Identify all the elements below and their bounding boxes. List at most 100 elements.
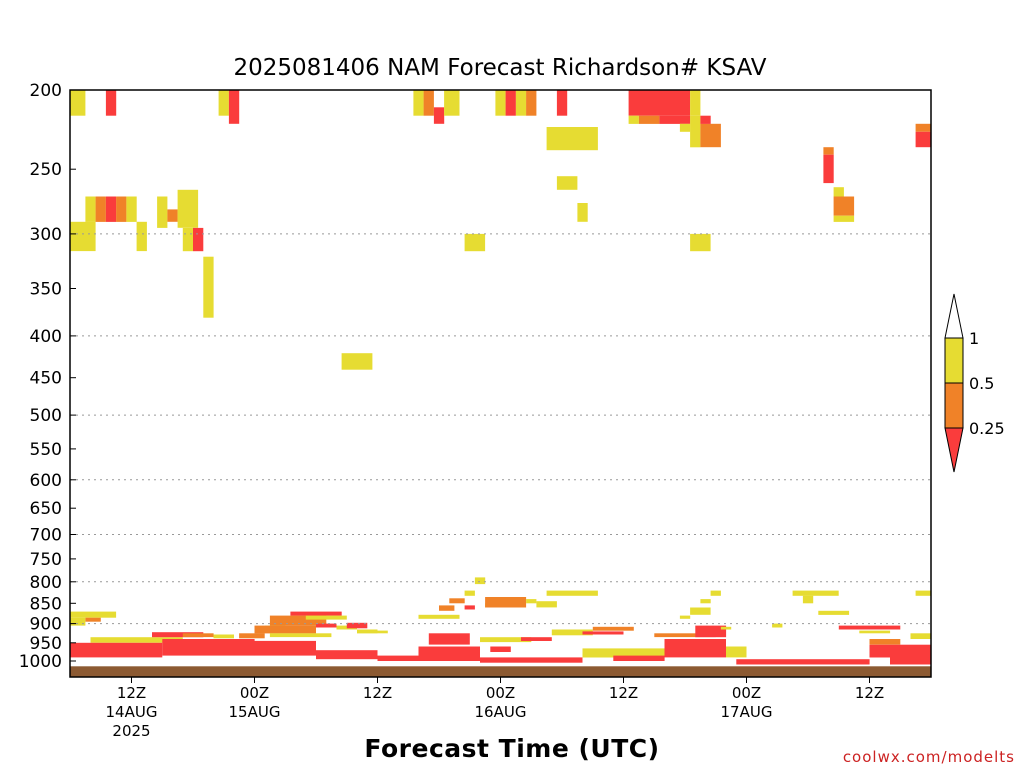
ri-cell-60	[305, 615, 347, 620]
ri-cell-61	[254, 625, 316, 634]
ri-cell-45	[833, 215, 855, 222]
x-tick-label-6-0: 12Z	[855, 684, 884, 702]
x-tick-label-3-1: 16AUG	[475, 703, 527, 721]
ri-cell-113	[915, 590, 931, 596]
ri-cell-93	[582, 648, 665, 658]
ri-cell-104	[736, 659, 870, 665]
ri-cell-107	[802, 595, 814, 604]
ri-cell-12	[167, 209, 178, 222]
ri-cell-53	[182, 633, 214, 638]
ri-cell-36	[679, 123, 691, 132]
ri-cell-72	[377, 655, 419, 661]
y-tick-label-750: 750	[30, 550, 62, 570]
ri-cell-87	[490, 646, 511, 652]
y-tick-label-450: 450	[30, 369, 62, 389]
x-tick-label-0-0: 12Z	[117, 684, 146, 702]
ri-cell-46	[915, 123, 931, 132]
ri-cell-66	[357, 629, 378, 634]
ri-cell-100	[664, 639, 726, 658]
ri-cell-79	[474, 577, 486, 585]
ground-bar	[70, 666, 931, 677]
legend-bin-bottom	[944, 427, 964, 473]
ri-cell-59	[269, 615, 327, 626]
ri-cell-63	[316, 623, 337, 628]
ri-cell-91	[582, 631, 624, 635]
x-tick-label-5-0: 00Z	[732, 684, 761, 702]
ri-cell-35	[690, 90, 701, 116]
ri-cell-26	[526, 90, 537, 116]
x-tick-label-2-0: 12Z	[363, 684, 392, 702]
ri-cell-6	[105, 196, 117, 222]
legend-bin-yellow	[944, 337, 964, 384]
ri-cell-70	[254, 640, 316, 656]
ri-cell-52	[152, 632, 204, 638]
ri-cell-49	[85, 617, 101, 622]
x-tick-label-1-1: 15AUG	[229, 703, 281, 721]
ri-cell-109	[838, 625, 901, 630]
y-tick-label-350: 350	[30, 280, 62, 300]
ri-cell-92	[480, 657, 583, 663]
ri-cell-65	[346, 622, 368, 629]
ri-cell-75	[439, 605, 455, 611]
ri-cell-50	[70, 617, 86, 626]
grid-lines	[70, 233, 931, 625]
ri-cell-27	[556, 90, 568, 116]
ri-cell-74	[428, 633, 470, 645]
ri-cell-21	[444, 90, 460, 116]
ri-cell-32	[628, 115, 639, 124]
chart-title: 2025081406 NAM Forecast Richardson# KSAV	[233, 55, 766, 81]
ri-cell-62	[269, 633, 332, 638]
ri-cell-95	[654, 633, 716, 638]
ri-cell-29	[556, 176, 578, 190]
ri-cell-112	[869, 639, 901, 645]
ri-cell-13	[177, 189, 199, 228]
ri-cell-16	[203, 256, 214, 318]
ri-cell-58	[290, 611, 342, 616]
ri-cell-64	[336, 625, 357, 630]
ri-cell-33	[638, 115, 660, 124]
ri-cell-22	[464, 233, 486, 252]
ri-cell-97	[679, 615, 691, 619]
x-axis-label: Forecast Time (UTC)	[364, 734, 659, 763]
ri-cell-102	[720, 626, 732, 630]
ri-cell-86	[480, 637, 532, 643]
ri-cell-42	[823, 154, 834, 184]
x-tick-label-1-0: 00Z	[240, 684, 269, 702]
ri-cell-41	[823, 147, 834, 155]
ri-cell-111	[869, 644, 931, 658]
ri-cell-37	[690, 115, 701, 148]
x-tick-label-0-2: 2025	[112, 722, 150, 740]
ri-cell-28	[546, 127, 598, 151]
y-tick-label-900: 900	[30, 615, 62, 635]
ri-cell-108	[818, 610, 850, 615]
ri-cell-4	[85, 196, 96, 222]
ri-cell-43	[833, 187, 844, 197]
y-tick-label-500: 500	[30, 406, 62, 426]
ri-cell-76	[449, 598, 465, 604]
ri-cell-51	[90, 637, 183, 643]
ri-cell-83	[526, 599, 537, 604]
x-tick-label-5-1: 17AUG	[721, 703, 773, 721]
ri-cell-115	[890, 657, 931, 665]
ri-cell-9	[70, 221, 96, 252]
ri-cell-31	[628, 90, 691, 116]
ri-cell-105	[772, 623, 783, 628]
ri-cell-67	[377, 630, 388, 634]
ri-cell-71	[316, 650, 378, 660]
ri-cell-0	[70, 90, 86, 116]
source-credit: coolwx.com/modelts	[843, 748, 1015, 766]
ri-cell-89	[551, 629, 593, 636]
y-tick-label-800: 800	[30, 573, 62, 593]
ri-cell-2	[218, 90, 229, 116]
ri-cell-11	[157, 196, 168, 228]
ri-cell-25	[515, 90, 527, 116]
y-tick-label-300: 300	[30, 225, 62, 245]
legend-label-1: 0.5	[969, 374, 994, 393]
y-tick-label-700: 700	[30, 526, 62, 546]
ri-cell-39	[700, 115, 711, 124]
ri-cell-23	[495, 90, 506, 116]
ri-cell-48	[70, 611, 117, 618]
ri-cell-101	[695, 625, 727, 638]
ri-cell-30	[577, 203, 588, 222]
